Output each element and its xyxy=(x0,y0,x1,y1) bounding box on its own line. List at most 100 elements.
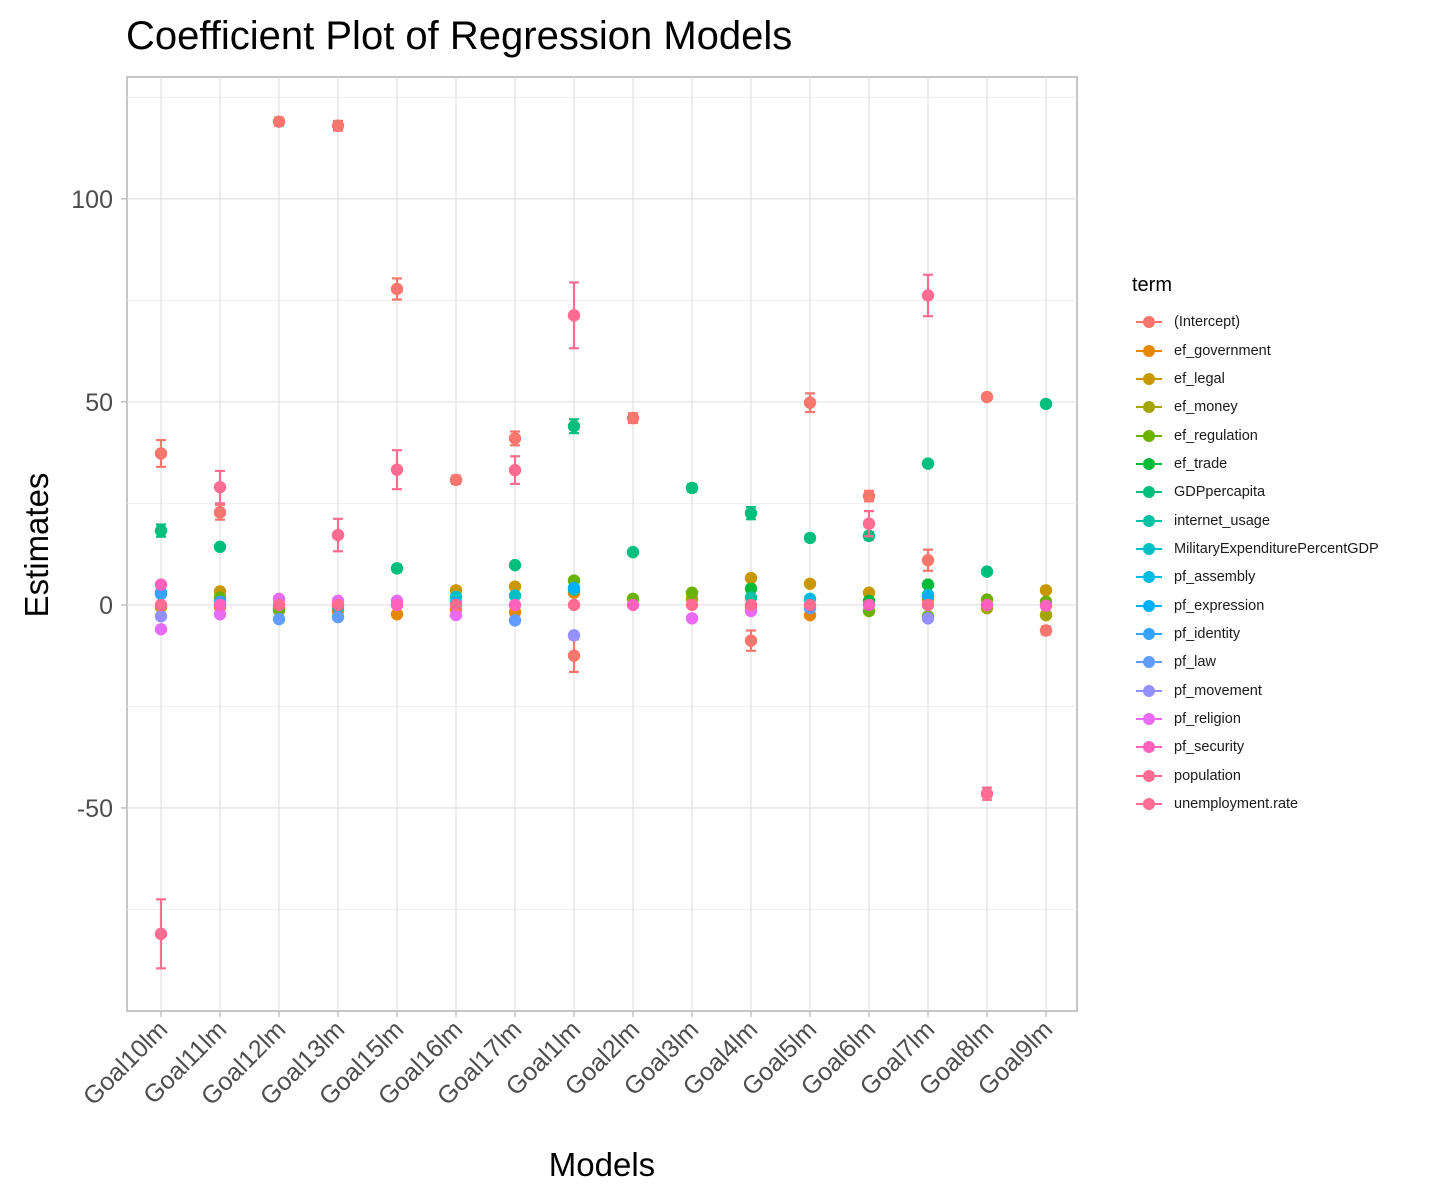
legend-key-icon xyxy=(1132,511,1166,531)
legend-item: unemployment.rate xyxy=(1132,790,1379,818)
y-axis-label: Estimates xyxy=(18,473,55,618)
legend-key-icon xyxy=(1132,369,1166,389)
data-point xyxy=(154,447,168,460)
legend-key-icon xyxy=(1132,482,1166,502)
data-point xyxy=(154,598,168,612)
legend-title: term xyxy=(1132,274,1172,296)
data-point xyxy=(449,598,463,612)
data-point xyxy=(390,463,404,476)
data-point xyxy=(567,598,581,612)
legend-item: (Intercept) xyxy=(1132,308,1379,336)
legend-item: pf_movement xyxy=(1132,676,1379,704)
data-point xyxy=(862,489,876,503)
chart-title: Coefficient Plot of Regression Models xyxy=(126,14,793,58)
data-point xyxy=(744,571,758,585)
data-point xyxy=(862,598,876,612)
data-point xyxy=(567,420,581,433)
y-tick-label: 0 xyxy=(99,592,113,620)
y-axis-ticks: -50 0 50 100 xyxy=(71,186,127,823)
plot-panel xyxy=(126,76,1078,1012)
legend-key-icon xyxy=(1132,397,1166,417)
x-axis-label: Models xyxy=(549,1146,655,1183)
data-point xyxy=(980,390,994,404)
data-point xyxy=(921,589,935,603)
data-point xyxy=(803,531,817,545)
data-point xyxy=(331,610,345,624)
legend-item: GDPpercapita xyxy=(1132,478,1379,506)
chart-marks xyxy=(154,115,1053,970)
legend-label: GDPpercapita xyxy=(1174,484,1266,501)
data-point xyxy=(154,587,168,601)
y-tick-label: 100 xyxy=(71,186,113,214)
data-point xyxy=(331,528,345,542)
data-point xyxy=(154,623,168,636)
legend-label: pf_assembly xyxy=(1174,569,1256,586)
data-point xyxy=(862,517,876,530)
legend-label: population xyxy=(1174,767,1241,784)
legend-key-icon xyxy=(1132,539,1166,559)
data-point xyxy=(980,565,994,578)
data-point xyxy=(626,598,640,612)
data-point xyxy=(803,598,817,612)
legend-label: ef_regulation xyxy=(1174,427,1258,444)
series-pf-movement xyxy=(154,610,935,642)
legend-key-icon xyxy=(1132,766,1166,786)
legend-key-icon xyxy=(1132,624,1166,644)
data-point xyxy=(1039,584,1053,597)
legend-label: MilitaryExpenditurePercentGDP xyxy=(1174,540,1379,557)
data-point xyxy=(921,578,935,591)
legend-label: pf_movement xyxy=(1174,682,1262,699)
data-point xyxy=(744,634,758,647)
legend-key-icon xyxy=(1132,596,1166,616)
data-point xyxy=(626,411,640,425)
data-point xyxy=(154,524,168,537)
data-point xyxy=(803,577,817,590)
legend-label: ef_money xyxy=(1174,399,1238,416)
data-point xyxy=(567,581,581,595)
data-point xyxy=(744,506,758,520)
legend-item: ef_trade xyxy=(1132,450,1379,478)
data-point xyxy=(567,649,581,662)
legend-label: pf_security xyxy=(1174,739,1245,756)
data-point xyxy=(213,598,227,612)
data-point xyxy=(508,463,522,477)
coefficient-plot: -50 0 50 100 Goal10lmGoal11lmGoal12lmGoal13… xyxy=(18,76,1078,1183)
data-point xyxy=(272,598,286,612)
data-point xyxy=(449,608,463,622)
data-point xyxy=(331,119,345,132)
data-point xyxy=(390,598,404,612)
legend-key-icon xyxy=(1132,567,1166,587)
data-point xyxy=(213,480,227,494)
legend-item: population xyxy=(1132,762,1379,790)
legend-item: ef_government xyxy=(1132,336,1379,364)
data-point xyxy=(508,432,522,445)
data-point xyxy=(508,558,522,572)
data-point xyxy=(744,598,758,612)
legend-item: ef_money xyxy=(1132,393,1379,421)
legend-items: (Intercept) ef_government ef_legal ef_money… xyxy=(1132,308,1379,818)
legend-item: pf_security xyxy=(1132,733,1379,761)
legend-label: internet_usage xyxy=(1174,512,1270,529)
data-point xyxy=(213,540,227,554)
legend-label: pf_law xyxy=(1174,654,1216,671)
legend-key-icon xyxy=(1132,652,1166,672)
legend-item: internet_usage xyxy=(1132,506,1379,534)
legend-key-icon xyxy=(1132,312,1166,332)
legend-item: ef_regulation xyxy=(1132,421,1379,449)
legend-key-icon xyxy=(1132,794,1166,814)
legend-label: ef_government xyxy=(1174,342,1271,359)
legend-item: pf_law xyxy=(1132,648,1379,676)
legend-item: MilitaryExpenditurePercentGDP xyxy=(1132,535,1379,563)
data-point xyxy=(154,610,168,623)
series-unemployment-rate xyxy=(154,273,994,970)
data-point xyxy=(1039,599,1053,612)
data-point xyxy=(390,562,404,575)
legend-key-icon xyxy=(1132,454,1166,474)
data-point xyxy=(449,473,463,487)
data-point xyxy=(331,598,345,612)
legend-key-icon xyxy=(1132,709,1166,729)
series-intercept xyxy=(154,115,1053,674)
data-point xyxy=(154,578,168,591)
legend-label: unemployment.rate xyxy=(1174,796,1299,813)
y-tick-label: 50 xyxy=(85,389,113,417)
